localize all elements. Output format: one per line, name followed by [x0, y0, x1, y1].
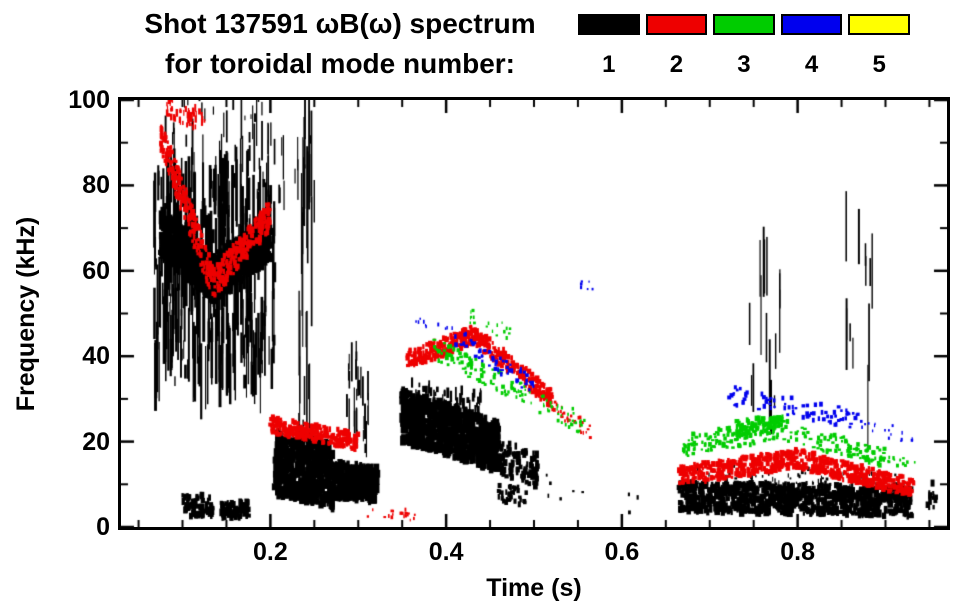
legend-swatch-n3: [713, 14, 775, 35]
x-tick-label: 0.4: [428, 538, 464, 566]
x-tick-label: 0.2: [252, 538, 288, 566]
spectrogram-canvas: [121, 100, 947, 527]
title-block: Shot 137591 ωB(ω) spectrum for toroidal …: [110, 4, 570, 84]
y-tick-label: 40: [82, 342, 110, 371]
legend-swatch-row: [578, 14, 910, 35]
legend-swatch-n2: [645, 14, 708, 35]
y-tick-label: 0: [96, 513, 110, 541]
legend-label-n3: 3: [737, 51, 751, 78]
legend-label-n4: 4: [804, 51, 819, 78]
chart-title: Shot 137591 ωB(ω) spectrum: [144, 8, 536, 39]
x-tick-label: 0.6: [604, 538, 640, 566]
legend-label-n2: 2: [669, 51, 684, 78]
legend-label-n5: 5: [872, 51, 886, 78]
y-tick-label: 20: [82, 427, 110, 456]
legend-swatch-n4: [780, 14, 843, 35]
legend-swatch-n1: [578, 14, 640, 35]
y-tick-label: 60: [82, 256, 110, 285]
x-tick-label: 0.8: [780, 538, 815, 566]
legend: 1 2 3 4 5: [578, 14, 910, 79]
y-tick-label: 100: [68, 86, 110, 114]
y-tick-label: 80: [82, 171, 110, 200]
x-axis-title: Time (s): [486, 574, 582, 602]
y-axis-title: Frequency (kHz): [12, 216, 40, 412]
legend-swatch-n5: [848, 14, 910, 35]
legend-label-row: 1 2 3 4 5: [578, 51, 910, 79]
chart-subtitle: for toroidal mode number:: [165, 48, 515, 79]
legend-label-n1: 1: [602, 51, 616, 78]
